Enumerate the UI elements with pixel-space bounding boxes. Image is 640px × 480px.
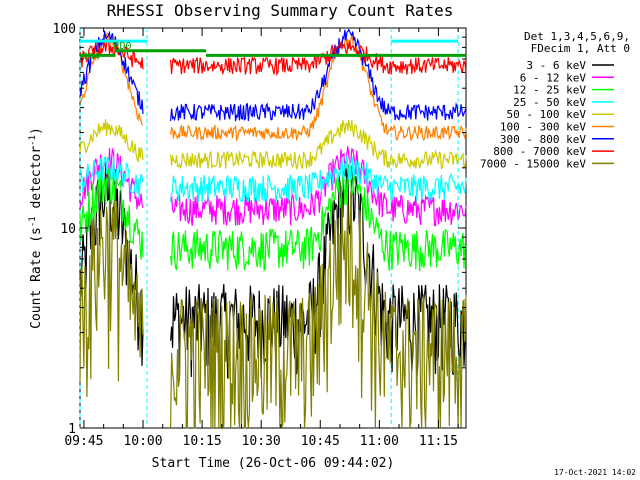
x-tick-label: 09:45 xyxy=(64,434,103,449)
legend-label: 3 - 6 keV xyxy=(526,59,586,72)
legend-label: 300 - 800 keV xyxy=(500,133,586,146)
series-line-3 xyxy=(79,155,467,203)
x-tick-label: 10:30 xyxy=(242,434,281,449)
generated-timestamp: 17-Oct-2021 14:02 xyxy=(554,468,636,477)
annotation-label: RD0 xyxy=(114,41,132,52)
x-tick-label: 10:15 xyxy=(183,434,222,449)
chart-title: RHESSI Observing Summary Count Rates xyxy=(107,1,454,20)
x-tick-label: 10:00 xyxy=(123,434,162,449)
y-axis-label-main: Count Rate (s xyxy=(29,227,44,329)
x-axis-label: Start Time (26-Oct-06 09:44:02) xyxy=(152,456,395,471)
x-tick-label: 10:45 xyxy=(301,434,340,449)
series-line-6 xyxy=(79,28,467,122)
series-line-8 xyxy=(79,191,467,431)
legend: Det 1,3,4,5,6,9, FDecim 1, Att 0 3 - 6 k… xyxy=(480,30,630,170)
y-axis-label-sup1: -1 xyxy=(28,216,38,227)
legend-info-line1: Det 1,3,4,5,6,9, xyxy=(524,30,630,43)
series-layer: RD0 RD4 xyxy=(79,28,467,431)
series-line-2 xyxy=(79,166,467,273)
y-tick-label: 1 xyxy=(68,422,76,437)
legend-label: 50 - 100 keV xyxy=(507,108,587,121)
x-tick-label: 11:15 xyxy=(419,434,458,449)
axis-ticks: 09:45 10:00 10:15 10:30 10:45 11:00 11:15 1 10 10… xyxy=(53,22,466,449)
legend-label: 6 - 12 keV xyxy=(520,71,587,84)
series-line-4 xyxy=(79,119,467,171)
y-axis-label-sup2: -1 xyxy=(28,135,38,146)
y-axis-label-mid: detector xyxy=(29,146,44,217)
y-axis-label: Count Rate (s-1 detector-1) xyxy=(28,127,44,329)
y-tick-label: 100 xyxy=(53,22,76,37)
series-line-1 xyxy=(79,146,467,227)
legend-label: 25 - 50 keV xyxy=(513,96,586,109)
y-tick-label: 10 xyxy=(60,222,76,237)
legend-label: 100 - 300 keV xyxy=(500,121,586,134)
x-tick-label: 11:00 xyxy=(360,434,399,449)
legend-label: 7000 - 15000 keV xyxy=(480,157,586,170)
legend-info-line2: FDecim 1, Att 0 xyxy=(531,42,630,55)
legend-label: 12 - 25 keV xyxy=(513,84,586,97)
legend-label: 800 - 7000 keV xyxy=(493,145,586,158)
y-axis-label-end: ) xyxy=(29,127,44,135)
annotation-label: RD4 xyxy=(82,51,100,62)
